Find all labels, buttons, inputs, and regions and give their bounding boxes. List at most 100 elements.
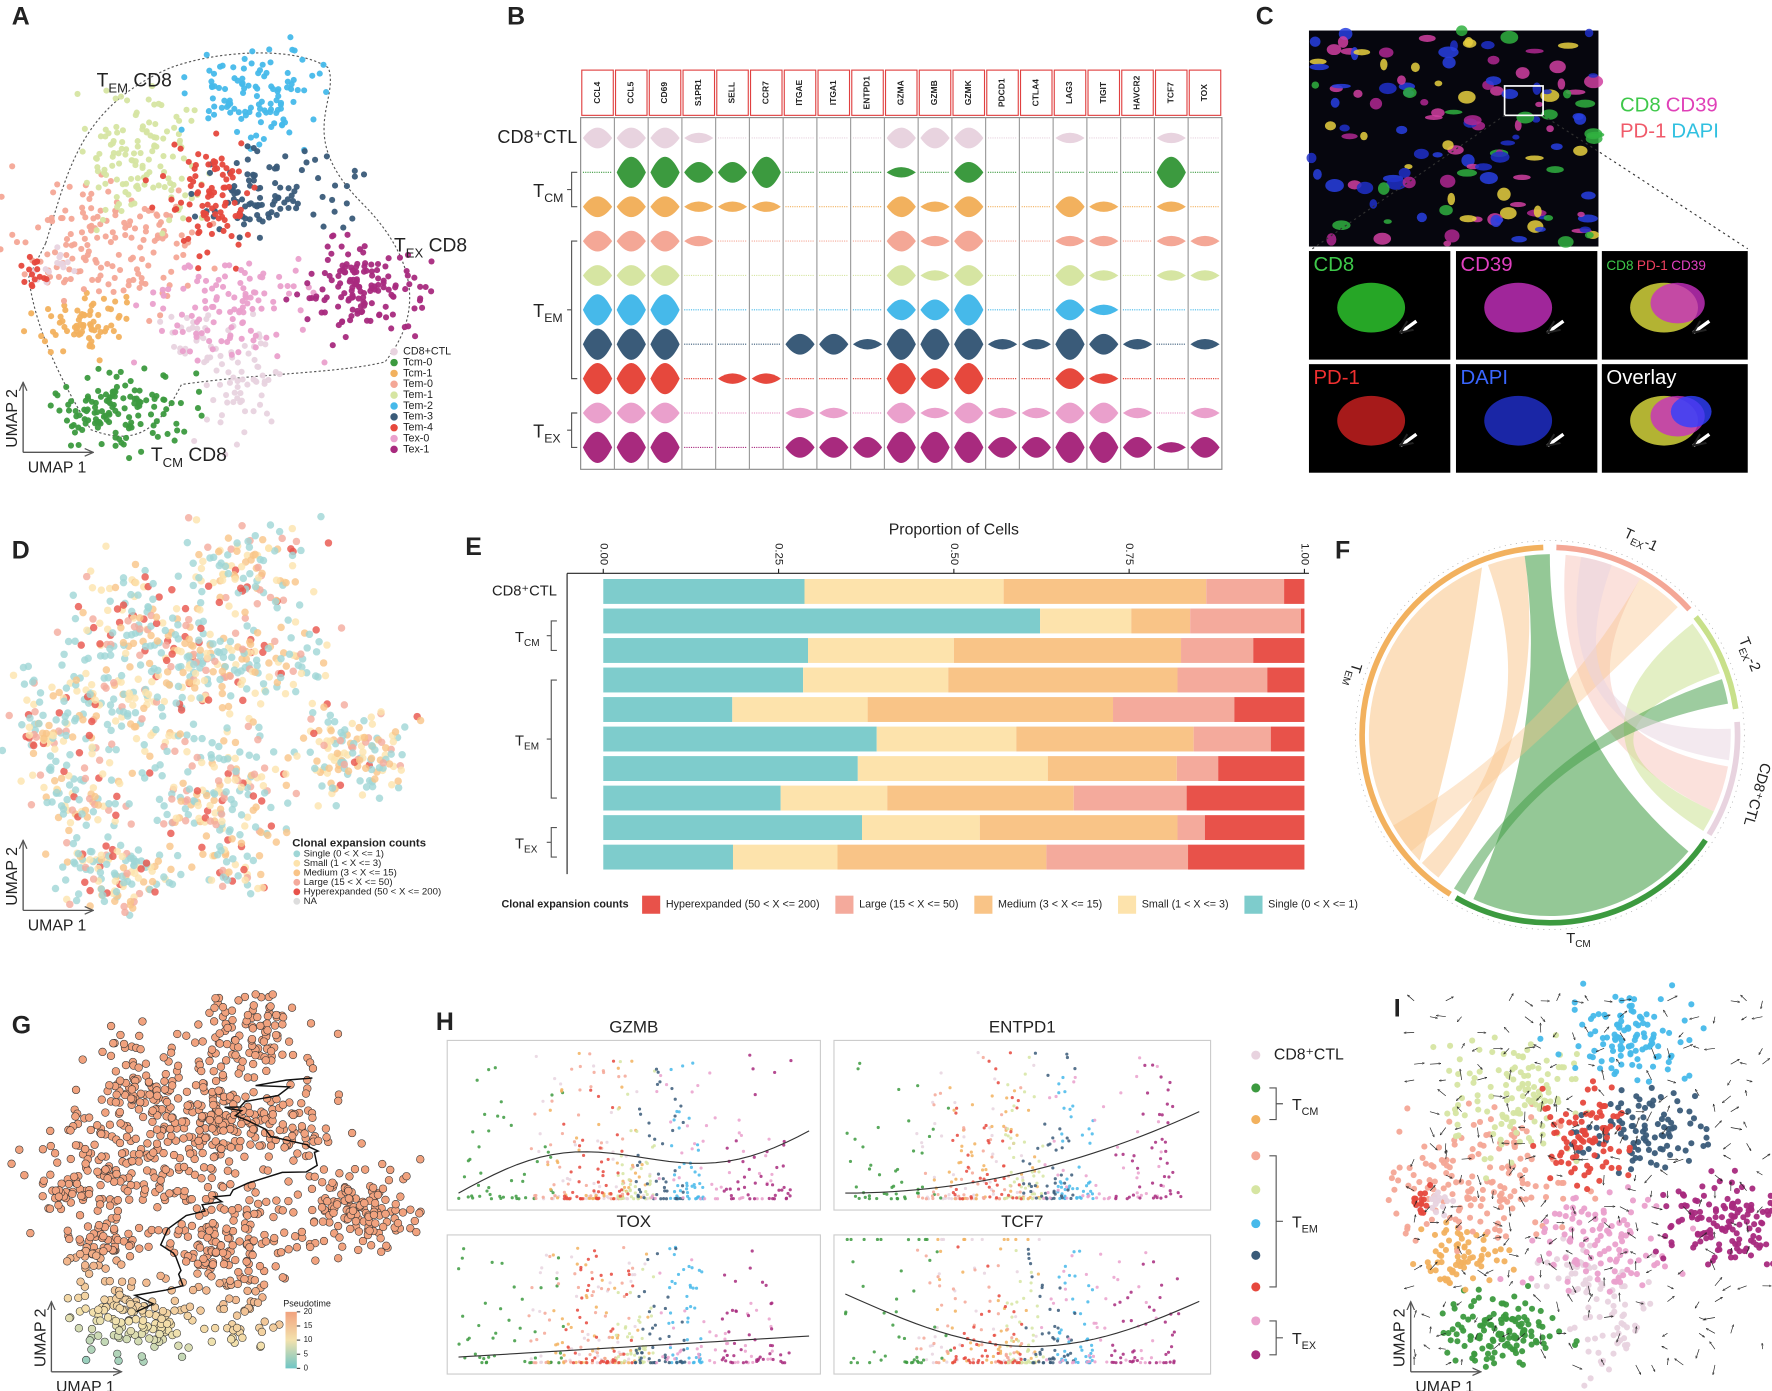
channel-legend: PD-1 DAPI [1620,121,1719,143]
cell-point [68,423,75,430]
cell-point [288,1123,297,1132]
cell-point [252,332,259,339]
cell-point [85,731,94,740]
cell-point [213,130,220,137]
cell-point [74,1324,83,1333]
colorbar-label: 10 [304,1335,313,1344]
cell-point [178,232,185,239]
gene-label: S1PR1 [693,79,703,106]
cell-point [284,282,291,290]
cell-point [737,1118,741,1122]
cell-point [103,325,110,332]
cell-point [135,1031,144,1041]
cell-point [345,251,352,258]
cell-point [1094,1183,1098,1187]
cell-point [20,1171,29,1180]
cell-point [149,204,156,211]
cell-point [478,1194,482,1198]
cell-point [124,1317,133,1326]
image-cell [1586,131,1605,138]
cell-point [1023,1186,1028,1190]
cell-point [653,1196,657,1201]
cell-point [109,162,116,169]
image-cell [1326,44,1342,56]
cell-point [241,822,249,830]
image-cell [1514,119,1522,131]
cell-point [1166,1121,1170,1125]
violin [1122,339,1153,350]
cell-point [773,1070,777,1075]
cell-point [310,729,318,738]
cell-point [189,720,198,728]
cell-point [137,1352,146,1361]
cell-point [136,651,144,659]
cell-point [69,255,76,262]
cell-point [320,703,328,711]
cell-point [252,344,259,351]
violin [751,201,781,212]
cell-point [206,169,214,176]
cell-point [576,1113,581,1117]
cell-point [1087,1194,1091,1198]
cell-point [223,755,232,763]
cell-point [306,1019,316,1028]
cell-point [1107,1195,1112,1200]
cell-point [223,876,232,884]
cell-point [185,785,194,793]
cell-point [380,279,387,287]
cell-point [1059,1185,1064,1189]
group-label: TCM [515,630,540,649]
cell-point [85,395,92,402]
cell-point [620,1149,624,1153]
cell-point [355,756,364,764]
violin [785,436,815,458]
cell-point [63,251,70,259]
cell-point [171,343,178,350]
cell-point [203,416,211,423]
cell-point [135,1244,144,1253]
cell-point [113,605,122,613]
cell-point [154,235,161,242]
cell-point [165,731,173,740]
cell-point [952,1108,956,1112]
cell-point [356,283,363,290]
cell-point [194,189,202,196]
cell-point [578,1165,582,1169]
cell-point [903,1195,907,1199]
cell-point [367,713,376,721]
cell-point [80,254,87,261]
cell-point [117,671,126,680]
cell-point [208,1124,217,1133]
violin [650,196,680,218]
cell-point [645,1161,649,1166]
cell-point [984,1181,988,1186]
cell-point [146,119,153,126]
cell-point [110,869,119,877]
cell-point [196,646,205,654]
cell-point [47,349,54,356]
cell-point [751,1067,755,1071]
cell-point [263,109,270,116]
cell-point [664,1083,669,1087]
gene-header [614,69,648,116]
cell-point [601,1173,605,1178]
cell-point [115,1107,125,1117]
cell-point [75,795,83,804]
cell-point [1005,1196,1009,1200]
cell-point [165,1189,174,1198]
cell-point [246,275,253,282]
cell-point [990,1133,994,1138]
cell-point [614,1185,618,1189]
cell-point [150,422,157,429]
cell-stain [1484,282,1553,333]
image-cell [1458,90,1476,104]
cell-point [224,569,232,578]
cell-point [282,153,289,160]
cell-point [671,1128,675,1133]
cell-point [673,1114,677,1118]
subscript: EX [406,245,424,260]
cell-point [160,135,167,142]
cell-point [237,811,246,819]
cell-point [549,1143,553,1147]
cell-point [97,586,106,594]
